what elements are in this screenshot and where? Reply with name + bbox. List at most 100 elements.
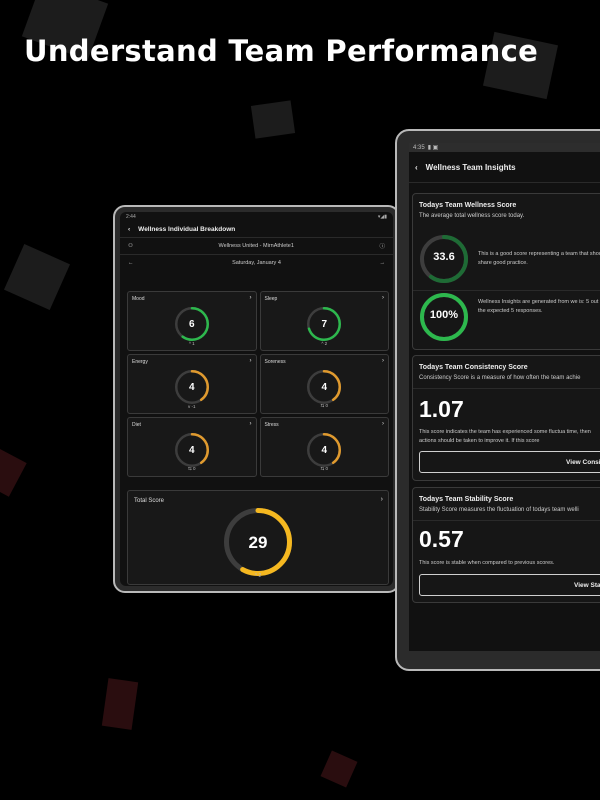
metric-card-diet[interactable]: Diet › 4 ⇆ 0 <box>127 417 257 477</box>
stability-value: 0.57 <box>419 526 464 552</box>
chevron-right-icon: › <box>382 421 384 427</box>
decor-diamond <box>0 445 27 497</box>
consistency-value: 1.07 <box>419 396 464 422</box>
chevron-right-icon: › <box>249 358 252 364</box>
stability-text: This score is stable when compared to pr… <box>419 560 555 566</box>
consistency-title: Todays Team Consistency Score <box>419 364 528 371</box>
consistency-text: This score indicates the team has experi… <box>419 429 591 444</box>
consistency-score-card: Todays Team Consistency Score Consistenc… <box>412 355 600 481</box>
metric-gauge <box>307 433 342 467</box>
view-consistency-button[interactable]: View Consiste <box>419 451 600 473</box>
total-score-value: 29 <box>248 533 268 552</box>
next-date-arrow-icon[interactable]: → <box>379 260 385 266</box>
metric-label: Mood <box>132 296 145 302</box>
responses-ring <box>420 293 468 341</box>
tablet-individual-breakdown: 2:44 ▾◢▮ ‹ Wellness Individual Breakdown… <box>113 205 400 593</box>
metric-card-mood[interactable]: Mood › 6 ^ 1 <box>127 291 257 351</box>
metric-trend: ⇆ 0 <box>187 466 196 471</box>
metric-card-sleep[interactable]: Sleep › 7 ^ 2 <box>259 291 389 351</box>
athlete-selector[interactable]: ⚇ Wellness United - MirnAthlete1 ⓘ <box>120 237 393 254</box>
status-bar: 2:44 ▾◢▮ <box>120 212 393 221</box>
metric-label: Sleep <box>264 296 278 302</box>
metric-label: Energy <box>132 359 148 365</box>
metric-grid: Mood › 6 ^ 1 Sleep › 7 ^ 2 Energy › 4 v -1 Soreness ›… <box>127 291 389 477</box>
gauge-arc <box>224 508 292 576</box>
status-time: 2:44 <box>126 213 136 220</box>
wellness-score-text: This is a good score representing a team… <box>478 251 600 266</box>
metric-value: 4 <box>188 445 195 456</box>
metric-card-energy[interactable]: Energy › 4 v -1 <box>127 354 257 414</box>
gauge-arc <box>420 235 468 283</box>
app-bar: ‹ Wellness Team Insights <box>409 152 600 183</box>
date-navigator: ← Saturday, January 4 → <box>120 254 393 271</box>
metric-gauge <box>174 307 209 341</box>
gauge-arc <box>307 307 342 341</box>
chevron-right-icon: › <box>249 295 252 301</box>
back-icon[interactable]: ‹ <box>415 162 418 172</box>
metric-gauge <box>307 370 342 404</box>
stability-title: Todays Team Stability Score <box>419 496 514 503</box>
status-icons: ▾◢▮ <box>377 213 387 220</box>
consistency-subtitle: Consistency Score is a measure of how of… <box>419 375 581 381</box>
wellness-score-gauge: 33.6 <box>419 234 469 284</box>
chevron-right-icon: › <box>249 421 252 427</box>
team-athlete-label: Wellness United - MirnAthlete1 <box>218 243 294 249</box>
page-title: Wellness Individual Breakdown <box>138 225 236 233</box>
stability-score-card: Todays Team Stability Score Stability Sc… <box>412 487 600 603</box>
status-bar: 4:35 ▮ ▣ <box>409 143 600 152</box>
decor-diamond <box>3 243 71 311</box>
info-icon[interactable]: ⓘ <box>379 244 385 250</box>
metric-card-soreness[interactable]: Soreness › 4 ⇆ 0 <box>259 354 389 414</box>
divider <box>413 388 600 389</box>
decor-diamond <box>250 100 296 139</box>
wellness-title: Todays Team Wellness Score <box>419 202 517 209</box>
tablet-team-insights: 4:35 ▮ ▣ ‹ Wellness Team Insights Todays… <box>395 129 600 671</box>
gauge-arc <box>174 307 209 341</box>
metric-value: 4 <box>321 382 328 393</box>
metric-value: 4 <box>188 382 195 393</box>
chevron-right-icon: › <box>380 496 383 503</box>
wellness-score-card: Todays Team Wellness Score The average t… <box>412 193 600 350</box>
status-icons: ▮ ▣ <box>427 145 439 151</box>
date-label: Saturday, January 4 <box>232 260 281 266</box>
view-stability-button[interactable]: View Stabili <box>419 574 600 596</box>
stability-subtitle: Stability Score measures the fluctuation… <box>419 507 579 513</box>
metric-label: Diet <box>132 422 141 428</box>
metric-gauge <box>307 307 342 341</box>
gauge-arc <box>307 370 342 404</box>
metric-trend: ⇆ 0 <box>320 466 329 471</box>
metric-trend: v -1 <box>187 404 196 409</box>
gauge-arc <box>420 293 468 341</box>
metric-trend: ^ 2 <box>321 341 328 346</box>
responses-text: Wellness Insights are generated from we … <box>478 299 600 314</box>
metric-gauge <box>174 433 209 467</box>
responses-percent: 100% <box>429 309 459 321</box>
metric-value: 7 <box>321 319 328 330</box>
metric-card-stress[interactable]: Stress › 4 ⇆ 0 <box>259 417 389 477</box>
page-title: Wellness Team Insights <box>425 162 516 172</box>
divider <box>413 520 600 521</box>
gauge-arc <box>307 433 342 467</box>
group-icon: ⚇ <box>128 243 133 249</box>
metric-label: Stress <box>264 422 279 428</box>
decor-diamond <box>101 678 139 730</box>
responses-gauge: 100% <box>419 292 469 342</box>
metric-value: 4 <box>321 445 328 456</box>
total-score-card[interactable]: Total Score › 29 ^ 2 <box>127 490 389 585</box>
total-score-gauge <box>224 508 292 576</box>
tablet-screen: 2:44 ▾◢▮ ‹ Wellness Individual Breakdown… <box>120 212 393 586</box>
metric-value: 6 <box>188 319 195 330</box>
wellness-score-value: 33.6 <box>433 251 455 263</box>
chevron-right-icon: › <box>382 295 384 301</box>
prev-date-arrow-icon[interactable]: ← <box>128 260 134 266</box>
wellness-subtitle: The average total wellness score today. <box>419 213 525 219</box>
metric-trend: ^ 1 <box>188 341 195 346</box>
total-score-label: Total Score <box>134 498 165 504</box>
wellness-score-ring <box>420 235 468 283</box>
gauge-arc <box>174 433 209 467</box>
metric-label: Soreness <box>264 359 286 365</box>
back-icon[interactable]: ‹ <box>128 225 131 233</box>
metric-gauge <box>174 370 209 404</box>
total-score-trend: ^ 2 <box>254 573 262 579</box>
page-headline: Understand Team Performance <box>24 34 539 68</box>
